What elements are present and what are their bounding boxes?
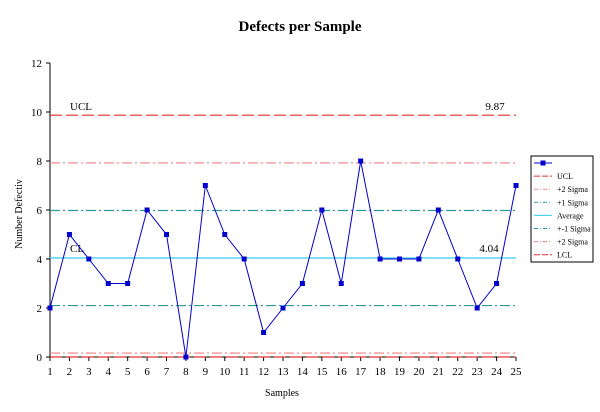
cl-label: CL	[70, 243, 84, 255]
chart-title: Defects per Sample	[238, 19, 361, 35]
data-point	[66, 232, 72, 237]
x-tick-label: 24	[491, 366, 503, 378]
x-tick-label: 19	[394, 366, 406, 378]
data-point	[299, 281, 305, 286]
data-point	[397, 256, 402, 262]
x-tick-label: 14	[297, 366, 309, 378]
x-tick-label: 9	[203, 366, 209, 378]
legend-label: UCL	[557, 172, 573, 181]
data-point	[105, 281, 111, 286]
x-tick-label: 21	[433, 366, 444, 378]
ucl-label: UCL	[70, 101, 92, 113]
x-tick-label: 16	[336, 366, 348, 378]
data-point	[358, 158, 364, 164]
x-tick-label: 1	[47, 366, 53, 378]
data-point	[474, 305, 480, 311]
y-axis-label: Number Defectiv	[14, 179, 25, 249]
y-tick-label: 2	[37, 303, 43, 315]
data-point	[183, 354, 189, 360]
y-tick-label: 8	[37, 156, 43, 168]
data-point	[86, 256, 92, 262]
x-tick-label: 17	[355, 366, 367, 378]
x-tick-label: 25	[511, 366, 523, 378]
legend-box	[530, 155, 594, 263]
data-point	[261, 330, 267, 335]
x-tick-label: 15	[316, 366, 328, 378]
data-point	[377, 256, 383, 262]
x-tick-label: 2	[67, 366, 73, 378]
data-point	[280, 305, 286, 311]
data-point	[241, 256, 247, 262]
legend-label: Average	[557, 211, 584, 220]
y-tick-label: 4	[37, 254, 43, 266]
x-tick-label: 5	[125, 366, 131, 378]
cl-value: 4.04	[479, 243, 499, 255]
data-point	[319, 207, 325, 213]
legend-label: +1 Sigma	[557, 198, 588, 207]
x-tick-label: 12	[258, 366, 269, 378]
data-point	[455, 256, 461, 262]
y-tick-label: 12	[31, 58, 42, 70]
y-tick-label: 10	[31, 107, 43, 119]
x-tick-label: 10	[219, 366, 231, 378]
series-line	[49, 160, 517, 358]
data-point	[125, 281, 131, 286]
data-point	[144, 207, 150, 213]
data-point	[47, 305, 53, 311]
x-tick-label: 4	[106, 366, 112, 378]
legend-label: +2 Sigma	[557, 238, 588, 247]
legend-marker	[540, 160, 546, 166]
x-tick-label: 13	[278, 366, 290, 378]
y-tick-label: 0	[37, 352, 43, 364]
x-tick-label: 23	[472, 366, 484, 378]
x-tick-label: 3	[86, 366, 92, 378]
data-point	[164, 232, 169, 237]
legend-label: +-1 Sigma	[557, 225, 591, 234]
data-point	[416, 256, 422, 262]
data-point	[513, 183, 519, 188]
ucl-value: 9.87	[485, 101, 505, 113]
x-tick-label: 22	[452, 366, 463, 378]
legend-label: LCL	[557, 251, 572, 260]
legend: UCL +2 Sigma +1 Sigma Average +-1 Sigma +2 Si…	[530, 155, 594, 263]
x-tick-label: 18	[375, 366, 387, 378]
y-tick-label: 6	[37, 205, 43, 217]
x-tick-label: 7	[164, 366, 170, 378]
legend-label: +2 Sigma	[557, 185, 588, 194]
data-point	[338, 281, 344, 286]
x-tick-label: 6	[144, 366, 150, 378]
x-tick-label: 11	[239, 366, 250, 378]
data-point	[202, 183, 208, 188]
data-point	[494, 281, 500, 286]
data-point	[222, 232, 228, 237]
x-tick-label: 8	[183, 366, 189, 378]
x-axis-label: Samples	[265, 388, 299, 399]
x-tick-label: 20	[413, 366, 425, 378]
data-point	[435, 207, 441, 213]
